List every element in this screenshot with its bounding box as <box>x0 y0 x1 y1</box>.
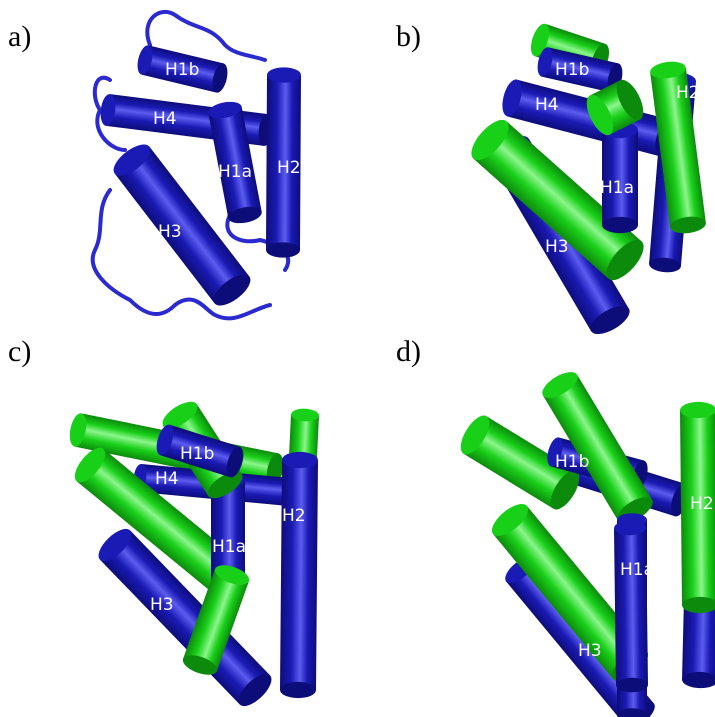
label-c-h2: H2 <box>282 506 306 526</box>
helix-d-h1b-green-left <box>460 415 580 510</box>
loop-a-left <box>92 75 127 152</box>
helix-c-h1b-blue <box>156 424 244 478</box>
label-a-h1b: H1b <box>165 60 199 80</box>
loop-a-bottom <box>90 188 272 321</box>
helix-a-h1b <box>137 45 228 93</box>
label-d-h2: H2 <box>690 494 714 514</box>
helix-b-green-knob <box>586 79 644 136</box>
label-d-h3: H3 <box>578 641 602 661</box>
panel-b-letter: b) <box>396 20 421 53</box>
label-a-h3: H3 <box>158 222 182 242</box>
helix-c-h2-blue <box>280 451 318 699</box>
panel-a-letter: a) <box>8 20 32 53</box>
label-b-h1a: H1a <box>600 178 634 198</box>
label-a-h2: H2 <box>277 158 301 178</box>
label-b-h3: H3 <box>545 237 569 257</box>
helix-a-h3 <box>113 144 251 306</box>
helix-c-h3-blue <box>98 528 272 707</box>
helix-d-h2-green <box>680 401 715 614</box>
label-d-h4: H4 <box>580 497 604 517</box>
label-c-h1b: H1b <box>180 444 214 464</box>
label-d-h1a: H1a <box>620 560 654 580</box>
label-a-h4: H4 <box>153 109 177 129</box>
label-b-h4: H4 <box>535 95 559 115</box>
helix-d-h1a-lower <box>614 520 648 693</box>
helix-a-h2 <box>266 67 301 258</box>
loop-a-top <box>145 9 267 62</box>
helix-b-h3-green <box>471 119 644 281</box>
label-c-h1a: H1a <box>212 537 246 557</box>
label-c-h3: H3 <box>150 595 174 615</box>
helix-c-h1a-green <box>182 565 250 675</box>
label-b-h1b: H1b <box>555 60 589 80</box>
helix-b-h2-green <box>650 61 706 234</box>
label-b-h2: H2 <box>676 83 700 103</box>
helix-a-h4 <box>100 94 274 146</box>
label-c-h4: H4 <box>155 469 179 489</box>
panel-d-letter: d) <box>396 335 421 368</box>
panel-c-letter: c) <box>8 335 32 368</box>
helix-a-h1a <box>208 101 262 224</box>
loop-a-right <box>225 213 291 272</box>
label-a-h1a: H1a <box>218 162 252 182</box>
label-d-h1b: H1b <box>555 452 589 472</box>
